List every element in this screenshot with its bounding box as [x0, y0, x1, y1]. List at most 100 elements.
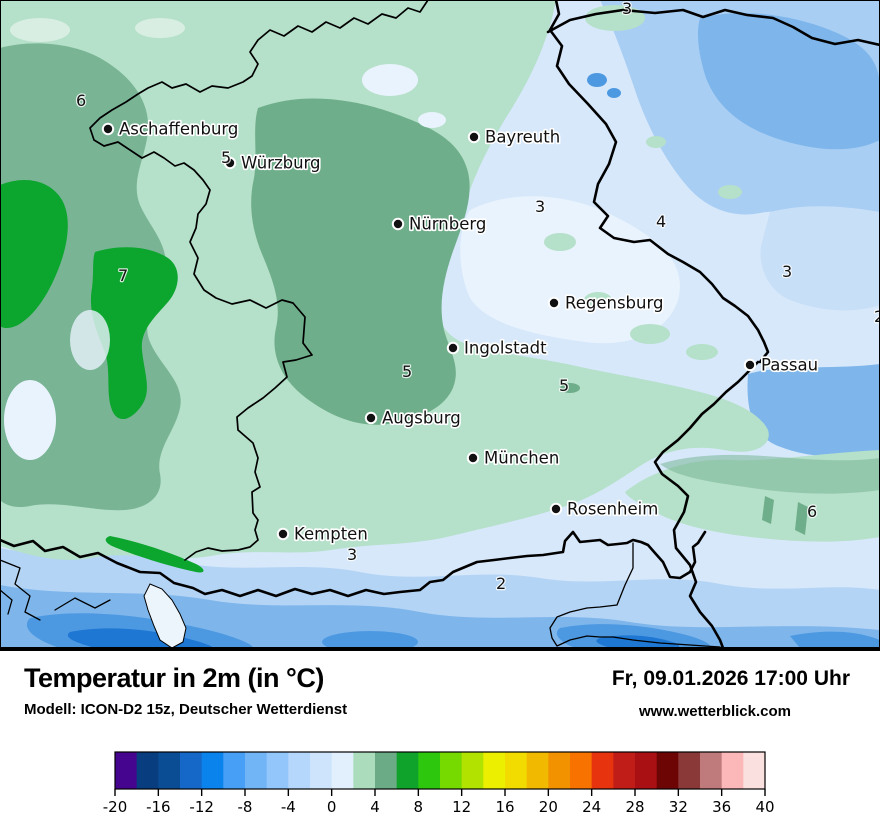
temperature-value: 5 — [402, 362, 412, 381]
colorbar-segment — [613, 752, 636, 789]
region-small-seagreen — [560, 383, 580, 393]
city-label: Passau — [761, 356, 818, 375]
city-dot — [278, 529, 288, 539]
colorbar-segment — [678, 752, 701, 789]
region-mint-speckle — [544, 233, 576, 251]
border-vorarlberg-thin — [0, 559, 41, 621]
colorbar-tick-label: -12 — [189, 798, 214, 816]
colorbar-tick-label: -8 — [238, 798, 253, 816]
region-small-seagreen — [795, 502, 808, 535]
colorbar-tick-label: 4 — [370, 798, 380, 816]
city-dot — [366, 413, 376, 423]
colorbar-segment — [461, 752, 484, 789]
colorbar-tick-label: 28 — [625, 798, 644, 816]
city-dot — [468, 453, 478, 463]
city-dot — [103, 124, 113, 134]
colorbar-segment — [331, 752, 354, 789]
city-marker: Ingolstadt — [446, 337, 549, 359]
region-pale-pocket — [10, 18, 70, 42]
region-mint-speckle — [686, 344, 718, 360]
region-mint-speckle — [718, 185, 742, 199]
colorbar-segment — [223, 752, 246, 789]
map-footer-divider — [0, 648, 880, 651]
city-marker: Passau — [743, 354, 820, 376]
colorbar-segment — [353, 752, 376, 789]
city-label: Ingolstadt — [464, 339, 547, 358]
model-info: Modell: ICON-D2 15z, Deutscher Wetterdie… — [24, 701, 348, 718]
city-dot — [745, 360, 755, 370]
region-alps-deep — [790, 631, 880, 648]
colorbar-segment — [440, 752, 463, 789]
temperature-value: 7 — [118, 266, 128, 285]
region-mint-speckle — [646, 136, 666, 148]
temperature-value: 5 — [559, 376, 569, 395]
border-austria-south — [0, 530, 707, 598]
colorbar-segment — [635, 752, 658, 789]
city-dot — [549, 298, 559, 308]
colorbar-segment — [158, 752, 181, 789]
city-dot — [551, 504, 561, 514]
city-label: Nürnberg — [409, 215, 486, 234]
temperature-value: 5 — [221, 148, 231, 167]
region-se-green-top — [660, 454, 880, 494]
city-marker: Würzburg — [223, 152, 322, 174]
temperature-value: 2 — [496, 574, 506, 593]
colorbar-segment — [418, 752, 441, 789]
colorbar-segment — [548, 752, 571, 789]
region-alps-deepest — [596, 635, 680, 648]
border-bavaria-west — [89, 0, 429, 561]
colorbar-segment — [396, 752, 419, 789]
colorbar-tick-label: 16 — [495, 798, 514, 816]
colorbar-segment — [245, 752, 268, 789]
colorbar-segment — [570, 752, 593, 789]
city-label: Augsburg — [382, 409, 461, 428]
colorbar-segment — [743, 752, 766, 789]
region-franconia-seagreen — [251, 98, 470, 425]
website-url: www.wetterblick.com — [639, 703, 791, 720]
region-vivid-green-west — [0, 180, 68, 329]
forecast-datetime: Fr, 09.01.2026 17:00 Uhr — [611, 667, 850, 690]
colorbar-segment — [721, 752, 744, 789]
border-austria-east — [653, 360, 760, 648]
colorbar-segment — [136, 752, 159, 789]
colorbar-segment — [266, 752, 289, 789]
colorbar-tick-label: 12 — [452, 798, 471, 816]
temperature-value: 3 — [622, 0, 632, 18]
region-blue-spot — [607, 88, 621, 98]
colorbar-segment — [656, 752, 679, 789]
colorbar-tick-label: -4 — [281, 798, 296, 816]
colorbar-tick-label: -16 — [146, 798, 171, 816]
region-passau-blue — [747, 364, 880, 457]
region-pale-pocket — [418, 112, 446, 128]
temperature-value: 3 — [347, 545, 357, 564]
border-tirol-thin — [549, 542, 721, 648]
colorbar-frame — [114, 751, 766, 790]
region-pale-pocket — [70, 310, 110, 370]
colorbar-segment — [375, 752, 398, 789]
border-vorarlberg-thin — [0, 589, 13, 615]
region-mint-speckle — [630, 324, 670, 344]
city-marker: Rosenheim — [549, 498, 660, 520]
region-mint-speckle — [584, 292, 612, 308]
border-czech — [548, 0, 770, 364]
temperature-value: 6 — [76, 91, 86, 110]
colorbar-segments — [115, 752, 766, 789]
colorbar-ticks: -20 -16 -12 -8 -4 0 4 8 12 16 20 24 28 32 36 40 — [103, 789, 775, 816]
colorbar-segment — [591, 752, 614, 789]
region-vivid-green-7 — [90, 247, 178, 420]
colorbar-tick-label: 20 — [539, 798, 558, 816]
colorbar-tick-label: 0 — [327, 798, 337, 816]
colorbar-segment — [505, 752, 528, 789]
region-pale-core — [460, 196, 680, 344]
footer: Temperatur in 2m (in °C) Modell: ICON-D2… — [0, 651, 880, 830]
city-dot — [448, 343, 458, 353]
city-marker: Augsburg — [364, 407, 462, 429]
colorbar-segment — [180, 752, 203, 789]
city-label: Kempten — [294, 525, 368, 544]
region-blue-spot — [587, 73, 607, 87]
temperature-value: 4 — [656, 212, 666, 231]
region-northeast-deepblue — [697, 13, 880, 150]
region-pale-pocket — [135, 18, 185, 38]
city-marker: München — [466, 447, 561, 469]
region-pale-pocket — [362, 64, 418, 96]
